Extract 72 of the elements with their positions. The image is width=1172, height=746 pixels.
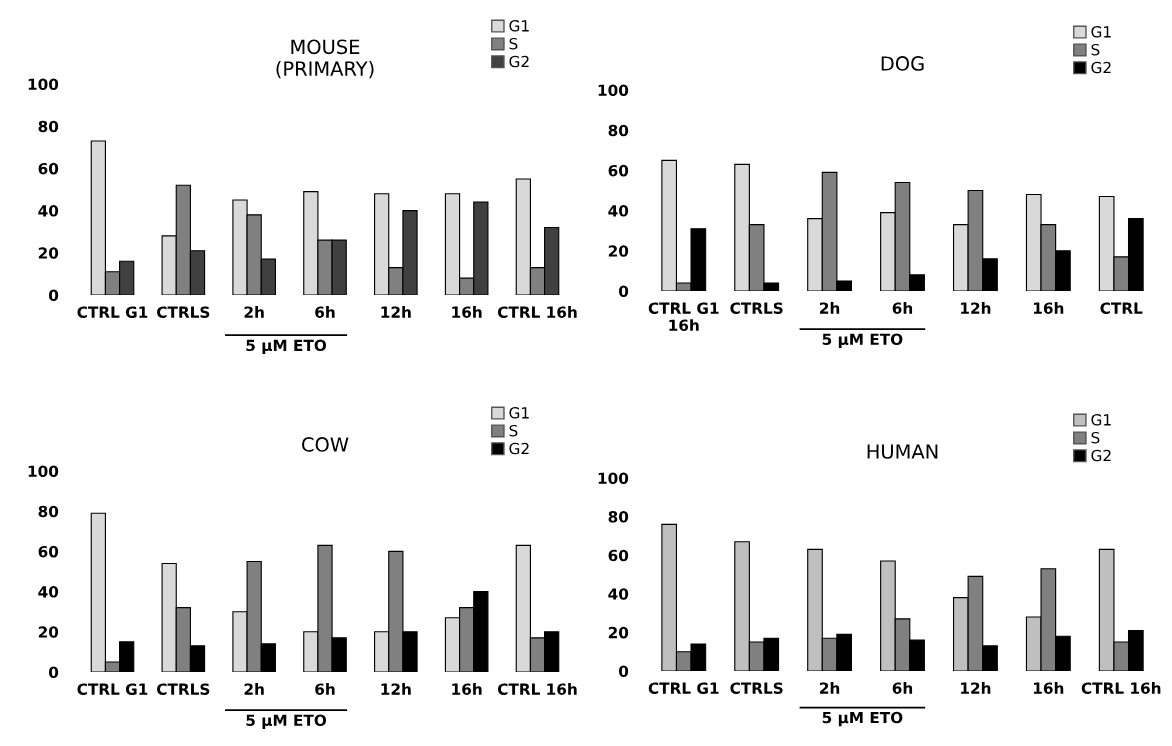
y-tick-label: 20 (38, 247, 59, 259)
x-tick-label: 6h (315, 683, 335, 695)
y-tick-label: 80 (38, 120, 59, 133)
legend-label: S (1091, 43, 1100, 56)
y-tick-label: 0 (48, 289, 59, 302)
y-tick-label: 0 (618, 665, 629, 678)
x-tick-label: 2h (244, 306, 264, 318)
chart-title: DOG (881, 56, 924, 71)
text: 5 µM ETO (822, 711, 903, 727)
y-tick-label: 100 (28, 465, 59, 478)
text: 5 µM ETO (246, 339, 327, 355)
y-tick-label: 20 (38, 626, 59, 638)
y-tick-label: 60 (608, 164, 629, 177)
y-tick-label: 20 (608, 245, 629, 257)
y-tick-label: 60 (38, 162, 59, 175)
y-tick-label: 100 (598, 84, 629, 97)
legend-label: G2 (509, 442, 529, 455)
y-tick-label: 40 (608, 588, 629, 600)
legend-label: G2 (1091, 61, 1111, 74)
x-tick-label: CTRL (1100, 302, 1143, 314)
y-tick-label: 100 (598, 472, 629, 485)
legend-label: G2 (1091, 449, 1111, 462)
x-tick-label: 2h (820, 302, 840, 314)
legend-label: S (1091, 431, 1100, 444)
legend-label: G1 (1091, 414, 1111, 426)
x-tick-label: 12h (961, 302, 991, 314)
x-tick-label: 16h (1033, 302, 1064, 314)
legend-label: S (509, 37, 518, 50)
x-tick-label: 6h (892, 682, 913, 694)
x-tick-label: CTRL 16h (497, 683, 577, 695)
y-tick-label: 20 (608, 626, 629, 639)
x-tick-label: 2h (244, 683, 264, 695)
x-tick-label: CTRL G1 (648, 682, 719, 694)
y-tick-label: 40 (38, 586, 59, 598)
text: 5 µM ETO (822, 333, 903, 348)
x-tick-label: 12h (381, 683, 411, 695)
y-tick-label: 100 (28, 78, 59, 91)
x-tick-label: 12h (961, 682, 991, 694)
chart-title: HUMAN (867, 444, 938, 459)
x-tick-label: CTRL G1 16h (648, 302, 719, 332)
legend-label: S (509, 424, 518, 437)
x-tick-label: CTRL 16h (1081, 682, 1161, 694)
x-tick-label: CTRL G1 (77, 683, 148, 695)
x-tick-label: 2h (820, 682, 840, 694)
y-tick-label: 40 (608, 205, 629, 217)
x-tick-label: CTRLS (730, 682, 783, 694)
x-tick-label: 6h (315, 306, 335, 318)
x-tick-label: CTRL 16h (497, 306, 577, 318)
legend-label: G1 (509, 20, 529, 32)
legend-label: G2 (509, 55, 529, 68)
y-tick-label: 80 (608, 124, 629, 137)
text: 5 µM ETO (246, 714, 327, 729)
x-tick-label: 16h (1033, 682, 1064, 694)
y-tick-label: 80 (38, 505, 59, 518)
x-tick-label: 12h (381, 306, 411, 318)
y-tick-label: 80 (608, 511, 629, 523)
x-tick-label: CTRLS (157, 306, 210, 318)
y-tick-label: 40 (38, 205, 59, 217)
y-tick-label: 60 (608, 549, 629, 562)
x-tick-label: 6h (892, 302, 913, 314)
x-tick-label: 16h (452, 306, 482, 318)
x-tick-label: CTRLS (157, 683, 210, 695)
legend-label: G1 (509, 407, 529, 419)
y-tick-label: 0 (48, 666, 59, 679)
chart-title: MOUSE (PRIMARY) (276, 39, 374, 79)
chart-title: COW (302, 437, 349, 452)
x-tick-label: CTRLS (730, 302, 783, 314)
y-tick-label: 60 (38, 545, 59, 558)
y-tick-label: 0 (618, 285, 629, 298)
legend-label: G1 (1091, 26, 1111, 38)
x-tick-label: 16h (452, 683, 482, 695)
x-tick-label: CTRL G1 (77, 306, 148, 318)
